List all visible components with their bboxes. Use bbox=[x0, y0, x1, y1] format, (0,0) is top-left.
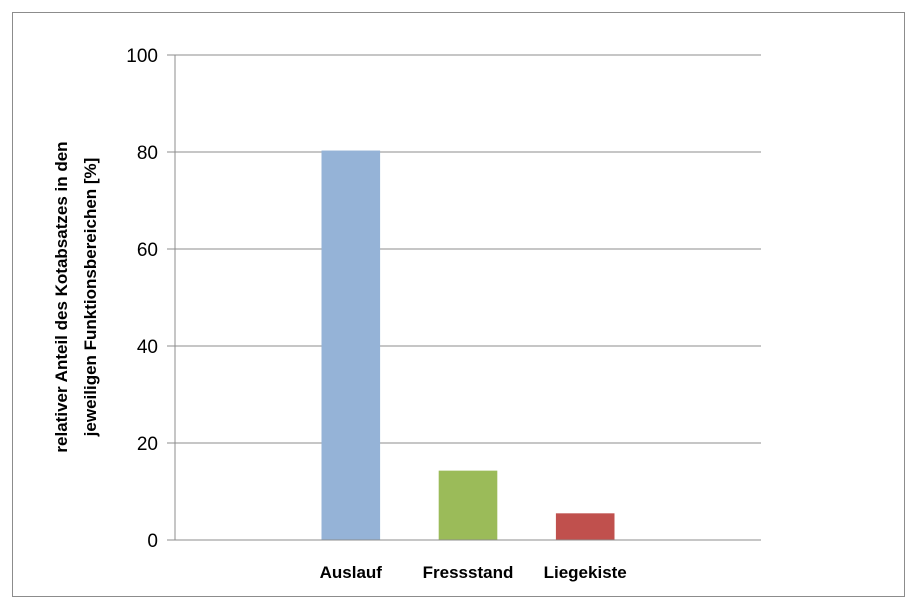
y-tick-label: 100 bbox=[126, 46, 158, 67]
grid-lines bbox=[167, 54, 761, 541]
bar bbox=[555, 513, 615, 540]
bars bbox=[321, 150, 615, 541]
y-tick-label: 0 bbox=[147, 531, 158, 552]
bar bbox=[438, 470, 498, 540]
bar bbox=[321, 150, 381, 541]
y-axis-label-line-2: jeweiligen Funktionsbereichen [%] bbox=[81, 158, 100, 438]
x-tick-labels: Auslauf Fressstand Liegekiste bbox=[320, 563, 627, 582]
y-axis-label-line-1: relativer Anteil des Kotabsatzes in den bbox=[52, 141, 71, 452]
x-tick-label: Auslauf bbox=[320, 563, 383, 582]
axes bbox=[174, 55, 761, 541]
x-tick-label: Fressstand bbox=[423, 563, 514, 582]
y-tick-label: 40 bbox=[137, 337, 158, 358]
y-tick-label: 80 bbox=[137, 143, 158, 164]
y-tick-labels: 0 20 40 60 80 100 bbox=[126, 46, 158, 552]
y-tick-label: 20 bbox=[137, 434, 158, 455]
y-tick-label: 60 bbox=[137, 240, 158, 261]
x-tick-label: Liegekiste bbox=[544, 563, 627, 582]
